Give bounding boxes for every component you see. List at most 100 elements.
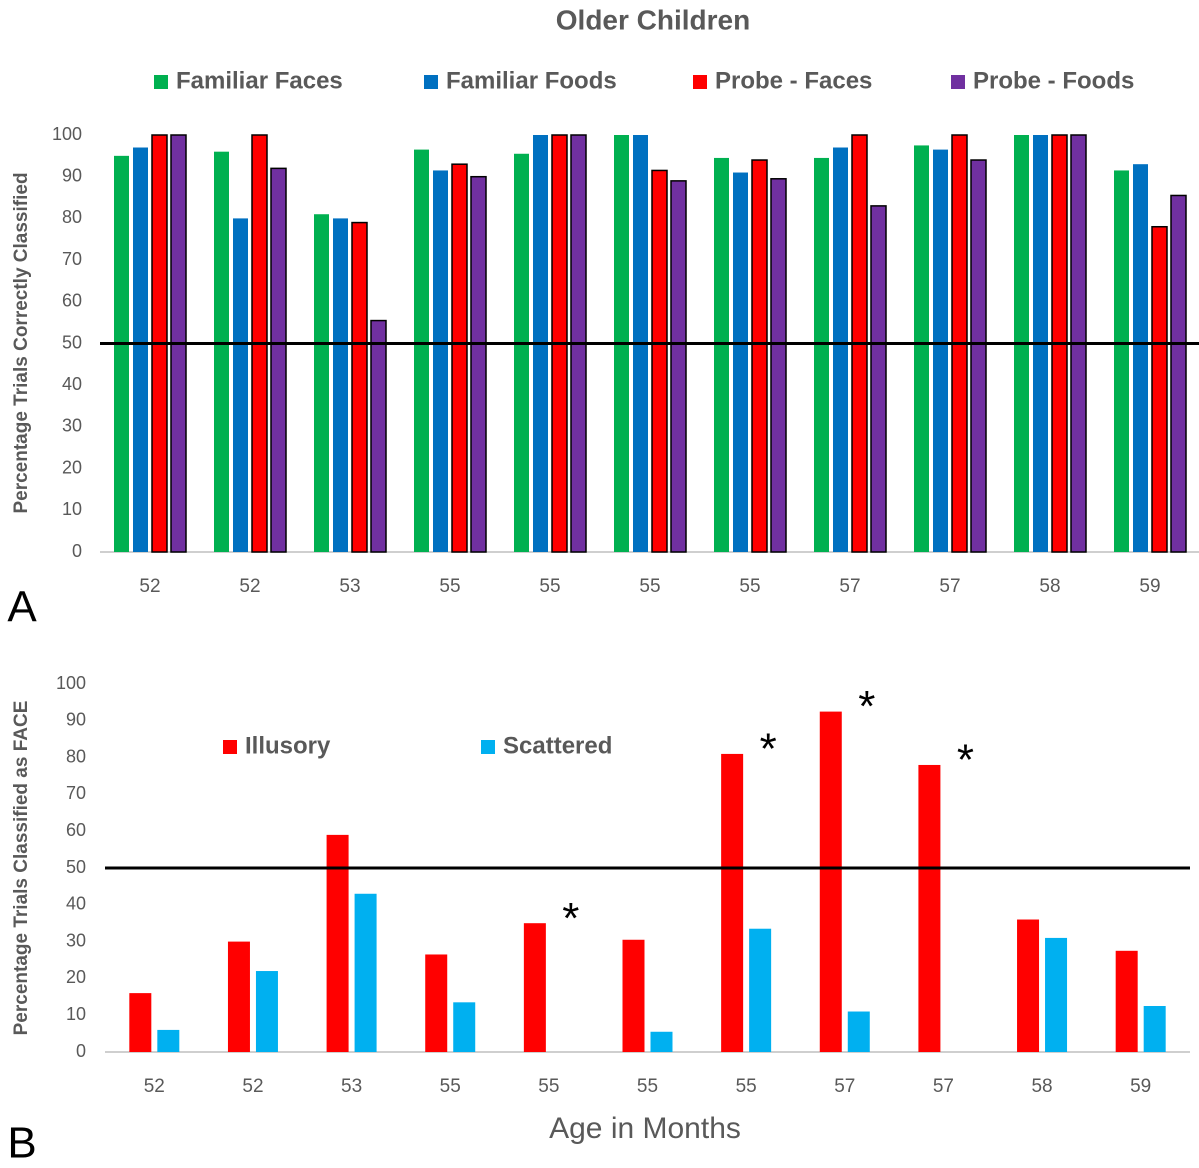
bar xyxy=(133,147,148,552)
y-tick-label: 30 xyxy=(66,930,86,950)
y-tick-label: 60 xyxy=(62,291,82,311)
bar xyxy=(433,170,448,552)
bar xyxy=(970,159,987,553)
legend-label: Illusory xyxy=(245,732,331,759)
bar xyxy=(270,167,287,553)
y-tick-label: 40 xyxy=(62,374,82,394)
bar xyxy=(933,149,948,552)
bar xyxy=(227,941,250,1052)
y-tick-label: 50 xyxy=(66,857,86,877)
panel-label: B xyxy=(7,1119,36,1168)
y-tick-label: 60 xyxy=(66,820,86,840)
bar xyxy=(670,180,687,553)
x-tick-label: 53 xyxy=(339,576,360,597)
annotation: * xyxy=(562,894,579,943)
bar xyxy=(833,147,848,552)
x-tick-label: 55 xyxy=(539,576,560,597)
bar xyxy=(751,159,768,553)
bar xyxy=(622,939,645,1052)
bar xyxy=(157,1029,180,1052)
bar xyxy=(354,893,377,1052)
bar xyxy=(114,155,129,552)
bar xyxy=(847,1011,870,1052)
x-tick-label: 57 xyxy=(839,576,860,597)
bar xyxy=(129,993,152,1052)
bar xyxy=(233,218,248,552)
y-tick-label: 90 xyxy=(66,710,86,730)
bar xyxy=(370,319,387,553)
bar xyxy=(314,214,329,553)
bar xyxy=(1017,919,1040,1052)
bar xyxy=(333,218,348,552)
bar xyxy=(1045,937,1068,1052)
x-axis-label: Age in Months xyxy=(549,1112,741,1145)
x-tick-label: 53 xyxy=(341,1076,362,1097)
bar xyxy=(870,205,887,553)
bar xyxy=(414,149,429,552)
bar xyxy=(1115,950,1138,1052)
y-tick-label: 100 xyxy=(52,124,82,144)
bar xyxy=(255,971,278,1052)
bar xyxy=(425,954,448,1052)
annotation: * xyxy=(957,736,974,785)
legend-swatch xyxy=(424,75,438,89)
bar xyxy=(470,175,487,553)
bar xyxy=(749,928,772,1052)
bar xyxy=(1143,1006,1166,1052)
y-axis-label: Percentage Trials Classified as FACE xyxy=(11,701,32,1036)
x-tick-label: 55 xyxy=(439,576,460,597)
bar xyxy=(914,145,929,553)
x-tick-label: 52 xyxy=(139,576,160,597)
y-tick-label: 90 xyxy=(62,165,82,185)
annotation: * xyxy=(858,682,875,731)
x-tick-label: 55 xyxy=(736,1076,757,1097)
bar xyxy=(523,923,546,1052)
panel-label: A xyxy=(7,583,37,632)
x-tick-label: 52 xyxy=(239,576,260,597)
legend-label: Probe - Faces xyxy=(715,67,872,94)
annotation: * xyxy=(760,725,777,774)
y-tick-label: 80 xyxy=(62,207,82,227)
x-tick-label: 55 xyxy=(739,576,760,597)
y-tick-label: 10 xyxy=(66,1004,86,1024)
legend-label: Scattered xyxy=(503,732,612,759)
bar xyxy=(733,172,748,552)
bar xyxy=(214,151,229,552)
bar xyxy=(1114,170,1129,552)
y-tick-label: 80 xyxy=(66,746,86,766)
x-tick-label: 59 xyxy=(1130,1076,1151,1097)
y-tick-label: 0 xyxy=(72,541,82,561)
x-tick-label: 55 xyxy=(637,1076,658,1097)
x-tick-label: 57 xyxy=(933,1076,954,1097)
y-tick-label: 30 xyxy=(62,416,82,436)
bar xyxy=(1133,164,1148,552)
legend-swatch xyxy=(481,740,495,754)
y-tick-label: 20 xyxy=(62,457,82,477)
bar xyxy=(714,157,729,552)
y-tick-label: 10 xyxy=(62,499,82,519)
y-tick-label: 100 xyxy=(56,673,86,693)
bar xyxy=(650,1031,673,1052)
legend-label: Familiar Faces xyxy=(176,67,343,94)
bar xyxy=(819,711,842,1052)
bar xyxy=(721,753,744,1052)
legend-label: Familiar Foods xyxy=(446,67,617,94)
x-tick-label: 55 xyxy=(639,576,660,597)
bar xyxy=(453,1002,476,1052)
legend-swatch xyxy=(154,75,168,89)
x-tick-label: 57 xyxy=(939,576,960,597)
x-tick-label: 55 xyxy=(440,1076,461,1097)
y-tick-label: 70 xyxy=(66,783,86,803)
y-axis-label: Percentage Trials Correctly Classified xyxy=(11,172,32,513)
x-tick-label: 58 xyxy=(1039,576,1060,597)
bar xyxy=(1170,194,1187,553)
legend-swatch xyxy=(223,740,237,754)
chart-title: Older Children xyxy=(556,4,750,35)
legend-swatch xyxy=(951,75,965,89)
bar xyxy=(918,764,941,1052)
y-tick-label: 20 xyxy=(66,967,86,987)
bar xyxy=(326,834,349,1052)
legend-label: Probe - Foods xyxy=(973,67,1134,94)
